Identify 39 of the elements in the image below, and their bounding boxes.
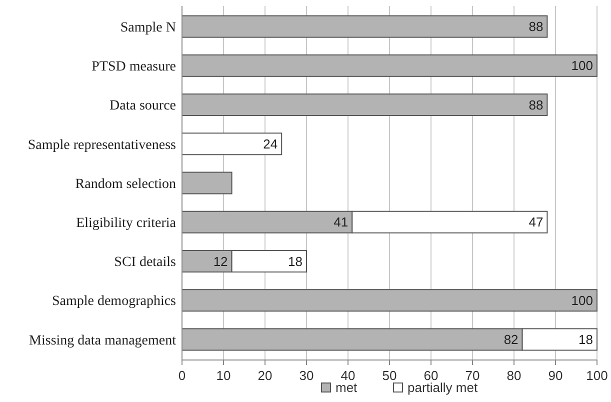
y-tick-label: Data source [110, 98, 176, 114]
legend-label: partially met [408, 380, 478, 395]
bar [182, 172, 232, 194]
bar [182, 132, 282, 156]
y-tick-label: Eligibility criteria [76, 216, 177, 232]
x-tick-label: 40 [340, 368, 356, 383]
y-tick-label: SCI details [114, 255, 176, 270]
x-tick-label: 90 [548, 368, 563, 383]
y-tick-label: PTSD measure [92, 60, 176, 75]
data-label: 18 [288, 254, 302, 269]
data-label: 41 [334, 214, 348, 230]
x-tick-label: 30 [299, 368, 314, 383]
x-tick-label: 10 [216, 368, 231, 383]
data-label: 88 [528, 19, 544, 34]
x-tick-label: 50 [382, 368, 397, 383]
legend-label: met [336, 380, 358, 395]
x-tick-label: 70 [465, 368, 480, 383]
data-label: 100 [571, 292, 593, 308]
bar [182, 15, 548, 38]
data-label: 47 [528, 214, 544, 230]
data-label: 82 [504, 332, 518, 348]
x-tick-label: 60 [424, 368, 438, 383]
x-tick-label: 100 [586, 368, 608, 383]
x-tick-label: 0 [178, 368, 186, 383]
data-label: 88 [528, 97, 544, 112]
data-label: 12 [213, 254, 228, 269]
data-label: 24 [263, 136, 278, 152]
bar [182, 289, 598, 312]
y-tick-label: Random selection [75, 176, 176, 192]
y-tick-label: Sample representativeness [28, 138, 176, 153]
x-tick-label: 20 [258, 368, 272, 383]
y-tick-label: Sample N [120, 20, 176, 36]
data-label: 100 [571, 58, 593, 74]
bar [182, 94, 548, 116]
y-tick-label: Sample demographics [52, 294, 176, 310]
x-tick-label: 80 [506, 368, 522, 383]
y-tick-label: Missing data management [29, 333, 176, 348]
bar [182, 54, 598, 77]
data-label: 18 [578, 332, 593, 348]
